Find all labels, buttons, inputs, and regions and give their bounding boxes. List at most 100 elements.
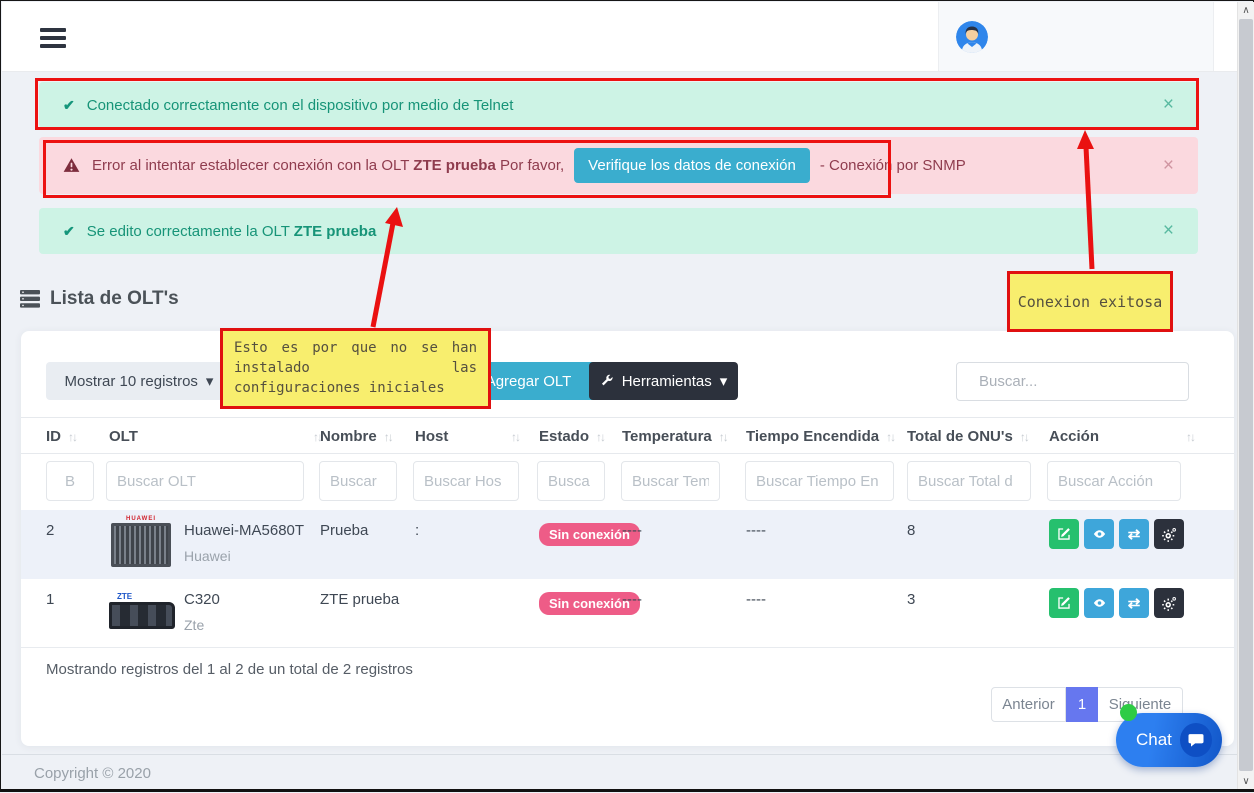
transfer-button[interactable]: ⇄ <box>1119 588 1149 618</box>
column-header-nombre[interactable]: Nombre ↑↓ <box>320 428 394 445</box>
show-entries-dropdown[interactable]: Mostrar 10 registros ▾ <box>46 362 232 400</box>
sort-icon[interactable]: ↑↓ <box>718 429 729 444</box>
check-icon: ✔ <box>63 96 75 113</box>
chat-bubble-icon <box>1179 723 1212 757</box>
avatar[interactable] <box>956 21 988 53</box>
edit-icon <box>1058 528 1070 540</box>
alert-telnet-success: ✔ Conectado correctamente con el disposi… <box>39 82 1198 128</box>
table-row: 2 HUAWEI Huawei-MA5680T Huawei Prueba : … <box>21 510 1234 579</box>
topbar <box>2 2 1237 72</box>
filter-tiempo-input[interactable] <box>745 461 894 501</box>
cell-olt-model: C320 <box>184 591 220 608</box>
sort-icon[interactable]: ↑↓ <box>1186 429 1196 444</box>
cell-olt-brand: Huawei <box>184 548 231 564</box>
hamburger-menu-icon[interactable] <box>40 28 66 48</box>
tools-dropdown[interactable]: Herramientas ▾ <box>589 362 738 400</box>
filter-olt-input[interactable] <box>106 461 304 501</box>
close-icon[interactable]: × <box>1162 94 1174 115</box>
edit-button[interactable] <box>1049 588 1079 618</box>
caret-down-icon: ▾ <box>719 373 728 390</box>
column-header-id[interactable]: ID ↑↓ <box>46 428 78 445</box>
pagination: Anterior 1 Siguiente <box>991 687 1183 722</box>
olt-table-card: Mostrar 10 registros ▾ Agregar OLT Herra… <box>21 331 1234 746</box>
check-icon: ✔ <box>63 222 75 239</box>
transfer-button[interactable]: ⇄ <box>1119 519 1149 549</box>
sort-icon[interactable]: ↑↓ <box>383 429 394 444</box>
sort-icon[interactable]: ↑↓ <box>1019 429 1030 444</box>
sort-icon[interactable]: ↑↓ <box>886 429 896 444</box>
scrollbar[interactable]: ∧ ∨ <box>1237 2 1254 789</box>
alert-edit-success: ✔ Se edito correctamente la OLT ZTE prue… <box>39 208 1198 254</box>
caret-down-icon: ▾ <box>205 373 214 390</box>
sort-icon[interactable]: ↑↓ <box>511 429 521 444</box>
cell-tiempo: ---- <box>746 591 766 608</box>
pagination-current-page[interactable]: 1 <box>1066 687 1098 722</box>
row-actions: ⇄ <box>1049 519 1184 549</box>
edit-button[interactable] <box>1049 519 1079 549</box>
cell-olt-brand: Zte <box>184 617 205 633</box>
annotation-note-success: Conexion exitosa <box>1007 271 1173 332</box>
filter-temperatura-input[interactable] <box>621 461 720 501</box>
cell-id: 1 <box>46 591 55 608</box>
column-header-host[interactable]: Host ↑↓ <box>415 428 521 445</box>
close-icon[interactable]: × <box>1162 220 1174 241</box>
eye-icon <box>1093 598 1105 607</box>
server-list-icon <box>20 290 40 308</box>
eye-icon <box>1093 529 1105 538</box>
status-badge: Sin conexión <box>539 523 640 546</box>
cell-tiempo: ---- <box>746 522 766 539</box>
copyright: Copyright © 2020 <box>34 765 151 782</box>
scroll-down-icon[interactable]: ∨ <box>1242 775 1250 787</box>
gears-icon <box>1161 596 1176 611</box>
table-search <box>956 362 1189 401</box>
chat-button[interactable]: Chat <box>1116 713 1222 767</box>
alert-snmp-error: Error al intentar establecer conexión co… <box>39 137 1198 194</box>
cell-id: 2 <box>46 522 55 539</box>
cell-olt-model: Huawei-MA5680T <box>184 522 305 539</box>
olt-image-zte: ZTE <box>109 592 175 629</box>
cell-total-onus: 8 <box>907 522 916 539</box>
view-button[interactable] <box>1084 519 1114 549</box>
scrollbar-thumb[interactable] <box>1239 19 1253 771</box>
cell-host: : <box>415 522 420 539</box>
filter-host-input[interactable] <box>413 461 519 501</box>
column-header-temperatura[interactable]: Temperatura ↑↓ <box>622 428 729 445</box>
edit-icon <box>1058 597 1070 609</box>
table-filter-row <box>21 461 1234 503</box>
view-button[interactable] <box>1084 588 1114 618</box>
page-header: Lista de OLT's <box>20 288 179 310</box>
online-status-dot <box>1120 704 1137 721</box>
column-header-accion[interactable]: Acción ↑↓ <box>1049 428 1196 445</box>
row-actions: ⇄ <box>1049 588 1184 618</box>
filter-nombre-input[interactable] <box>319 461 397 501</box>
sort-icon[interactable]: ↑↓ <box>313 429 323 444</box>
alert-telnet-text: Conectado correctamente con el dispositi… <box>86 96 514 114</box>
search-input[interactable] <box>979 373 1178 390</box>
user-menu-area[interactable] <box>938 2 1214 71</box>
config-button[interactable] <box>1154 519 1184 549</box>
column-header-olt[interactable]: OLT ↑↓ <box>109 428 323 445</box>
sort-icon[interactable]: ↑↓ <box>68 429 78 444</box>
cell-nombre: Prueba <box>320 522 369 539</box>
alert-error-suffix: - Conexión por SNMP <box>819 157 966 174</box>
config-button[interactable] <box>1154 588 1184 618</box>
cell-temperatura: ---- <box>622 522 642 539</box>
column-header-tiempo[interactable]: Tiempo Encendida ↑↓ <box>746 428 896 445</box>
filter-accion-input[interactable] <box>1047 461 1181 501</box>
user-avatar-icon <box>956 21 988 53</box>
page-title: Lista de OLT's <box>50 288 179 309</box>
column-header-estado[interactable]: Estado ↑↓ <box>539 428 606 445</box>
filter-estado-input[interactable] <box>537 461 605 501</box>
cell-nombre: ZTE prueba <box>320 591 400 608</box>
column-header-total-onus[interactable]: Total de ONU's ↑↓ <box>907 428 1030 445</box>
scroll-up-icon[interactable]: ∧ <box>1242 4 1250 16</box>
status-badge: Sin conexión <box>539 592 640 615</box>
close-icon[interactable]: × <box>1162 154 1174 176</box>
verify-connection-button[interactable]: Verifique los datos de conexión <box>574 148 810 183</box>
filter-total-input[interactable] <box>907 461 1031 501</box>
table-row: 1 ZTE C320 Zte ZTE prueba Sin conexión -… <box>21 579 1234 648</box>
sort-icon[interactable]: ↑↓ <box>596 429 606 444</box>
pagination-previous[interactable]: Anterior <box>991 687 1066 722</box>
filter-id-input[interactable] <box>46 461 94 501</box>
alert-edit-text: Se edito correctamente la OLT ZTE prueba <box>86 222 377 240</box>
